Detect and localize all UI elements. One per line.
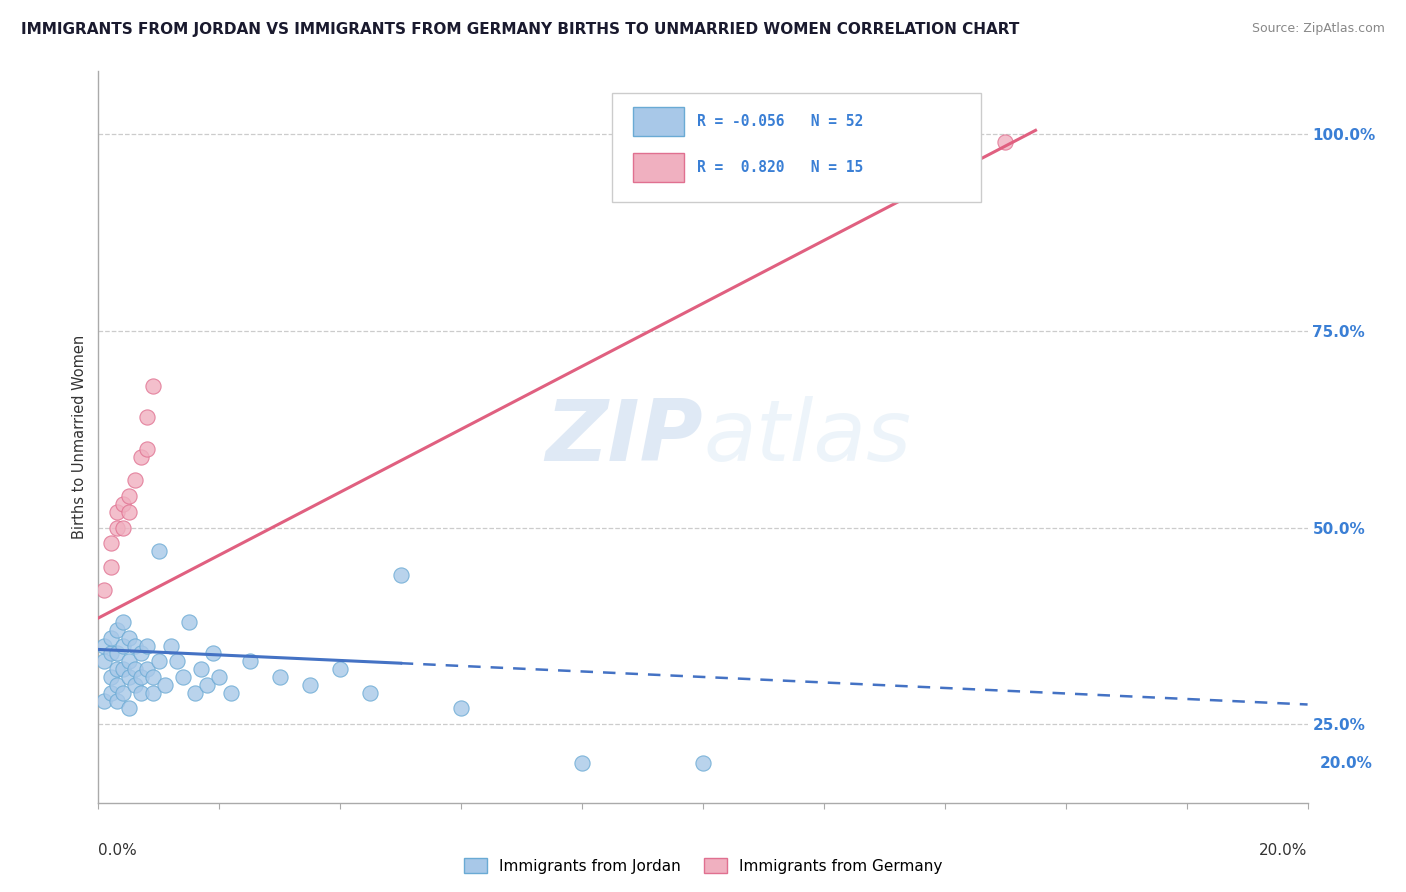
Point [450, 701, 472, 715]
Point [195, 678, 218, 692]
Point [571, 756, 593, 771]
Text: IMMIGRANTS FROM JORDAN VS IMMIGRANTS FROM GERMANY BIRTHS TO UNMARRIED WOMEN CORR: IMMIGRANTS FROM JORDAN VS IMMIGRANTS FRO… [21, 22, 1019, 37]
Text: atlas: atlas [703, 395, 911, 479]
Text: R =  0.820   N = 15: R = 0.820 N = 15 [697, 160, 863, 175]
Point [124, 662, 146, 676]
Point [269, 670, 291, 684]
Point [118, 489, 141, 503]
Point [135, 639, 157, 653]
Point [111, 497, 134, 511]
Point [142, 670, 165, 684]
FancyBboxPatch shape [633, 107, 683, 136]
Point [105, 623, 128, 637]
Point [111, 615, 134, 629]
Text: 0.0%: 0.0% [98, 843, 138, 858]
Point [129, 646, 152, 660]
Point [111, 686, 134, 700]
Point [360, 686, 382, 700]
Point [160, 639, 183, 653]
Point [93, 583, 115, 598]
Point [135, 662, 157, 676]
Point [124, 678, 146, 692]
Point [184, 686, 207, 700]
Point [166, 654, 188, 668]
Text: Source: ZipAtlas.com: Source: ZipAtlas.com [1251, 22, 1385, 36]
Point [389, 567, 412, 582]
Point [100, 686, 122, 700]
Point [118, 670, 141, 684]
Point [692, 756, 714, 771]
Legend: Immigrants from Jordan, Immigrants from Germany: Immigrants from Jordan, Immigrants from … [458, 852, 948, 880]
Point [239, 654, 262, 668]
Point [111, 520, 134, 534]
Point [994, 135, 1017, 149]
Point [148, 544, 170, 558]
Point [135, 442, 157, 456]
Point [105, 646, 128, 660]
Point [124, 473, 146, 487]
Point [105, 662, 128, 676]
Point [105, 505, 128, 519]
Point [100, 559, 122, 574]
Point [299, 678, 322, 692]
Point [118, 631, 141, 645]
Point [142, 686, 165, 700]
Y-axis label: Births to Unmarried Women: Births to Unmarried Women [72, 335, 87, 539]
Point [111, 662, 134, 676]
Point [111, 639, 134, 653]
Point [190, 662, 212, 676]
Point [202, 646, 225, 660]
Point [100, 536, 122, 550]
Point [93, 693, 115, 707]
Point [208, 670, 231, 684]
Text: 20.0%: 20.0% [1260, 843, 1308, 858]
Point [329, 662, 352, 676]
Point [129, 670, 152, 684]
Point [172, 670, 194, 684]
Point [100, 631, 122, 645]
Point [105, 693, 128, 707]
FancyBboxPatch shape [633, 153, 683, 182]
Point [129, 450, 152, 464]
Text: R = -0.056   N = 52: R = -0.056 N = 52 [697, 114, 863, 129]
Text: 20.0%: 20.0% [1320, 756, 1372, 771]
Point [105, 520, 128, 534]
Point [118, 654, 141, 668]
Point [129, 686, 152, 700]
Point [93, 654, 115, 668]
Point [100, 646, 122, 660]
Point [179, 615, 201, 629]
Point [100, 670, 122, 684]
Point [118, 701, 141, 715]
Text: ZIP: ZIP [546, 395, 703, 479]
Point [93, 639, 115, 653]
Point [124, 639, 146, 653]
Point [105, 678, 128, 692]
Point [135, 410, 157, 425]
Point [142, 379, 165, 393]
Point [153, 678, 176, 692]
Point [118, 505, 141, 519]
Point [221, 686, 243, 700]
FancyBboxPatch shape [613, 94, 981, 202]
Point [148, 654, 170, 668]
